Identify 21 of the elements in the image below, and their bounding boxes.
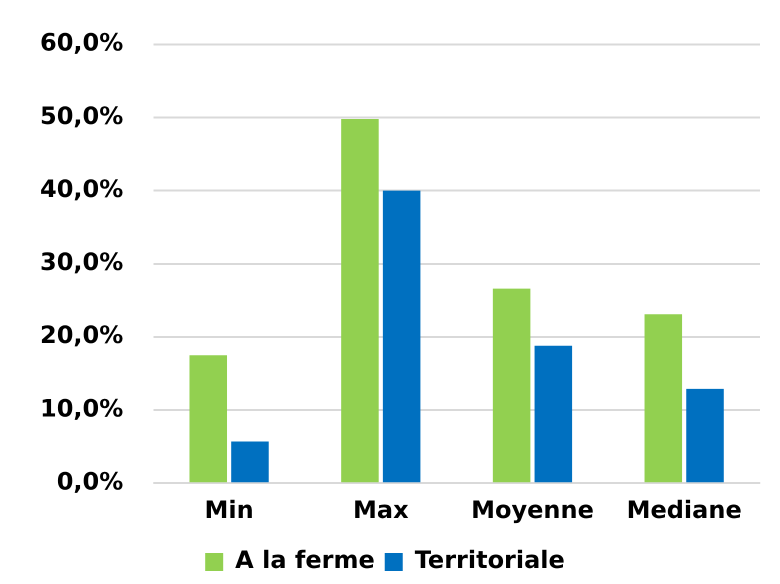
y-tick-label: 50,0% [40, 102, 124, 130]
bar [341, 118, 379, 482]
y-tick-label: 30,0% [40, 248, 124, 276]
x-tick-label: Min [204, 496, 254, 524]
bar [492, 288, 530, 482]
legend-label: Territoriale [414, 546, 565, 574]
bar [686, 388, 724, 482]
y-tick-label: 20,0% [40, 321, 124, 350]
legend-label: A la ferme [235, 546, 375, 574]
y-tick-label: 40,0% [40, 174, 124, 203]
x-tick-label: Mediane [626, 496, 742, 524]
bar [534, 346, 572, 482]
bar [382, 190, 420, 482]
x-tick-label: Moyenne [471, 496, 594, 524]
y-tick-label: 60,0% [40, 28, 124, 57]
bar [644, 314, 682, 482]
bar [231, 442, 269, 482]
y-tick-label: 0,0% [56, 467, 124, 496]
y-tick-label: 10,0% [40, 394, 124, 422]
x-tick-label: Max [353, 496, 410, 524]
bar [189, 355, 228, 482]
